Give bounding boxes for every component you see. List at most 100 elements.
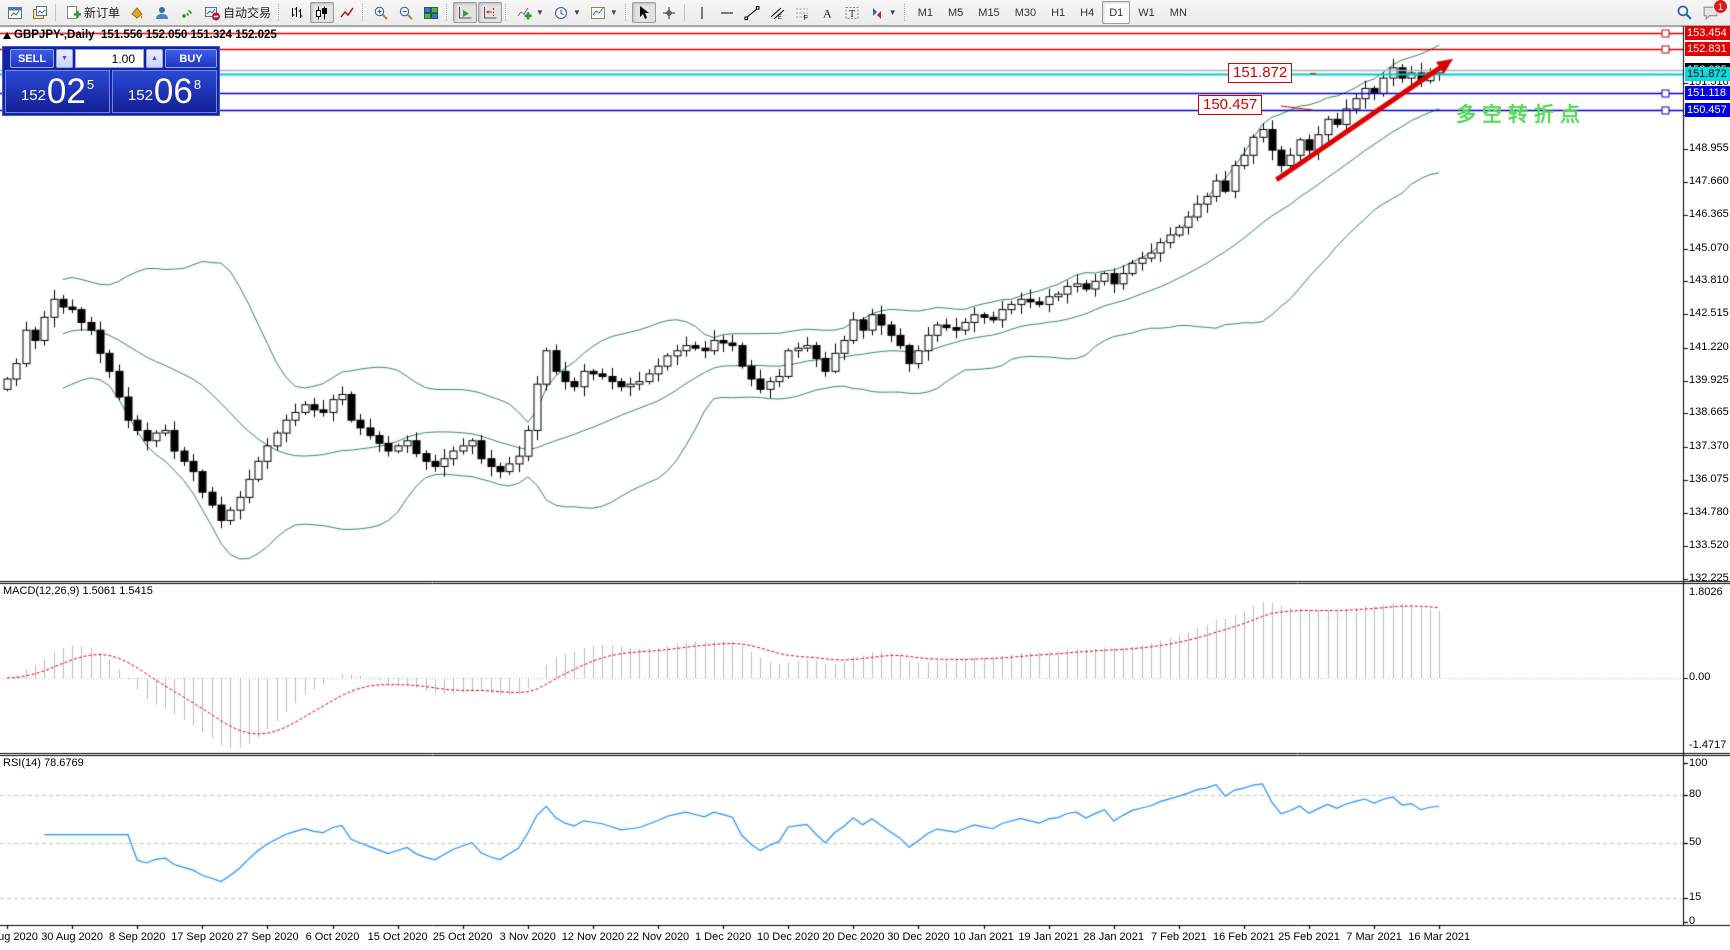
tile-windows-button[interactable]	[419, 2, 443, 23]
text-icon: A	[823, 6, 832, 20]
date-label: 25 Oct 2020	[432, 931, 493, 943]
indicators-button[interactable]: ▼	[512, 2, 548, 23]
expert-advisors-button[interactable]	[150, 2, 174, 23]
volume-down-button[interactable]: ▼	[56, 49, 73, 68]
price-badge-151.118: 151.118	[1685, 86, 1730, 101]
date-label: 15 Oct 2020	[367, 931, 428, 943]
new-chart-icon	[8, 6, 22, 19]
styler-button[interactable]	[125, 2, 149, 23]
line-chart-button[interactable]	[335, 2, 359, 23]
rsi-scale-label: 50	[1689, 835, 1702, 848]
notifications-button[interactable]: 1	[1698, 0, 1728, 23]
timeframe-button-M5[interactable]: M5	[948, 6, 964, 19]
date-label: 30 Aug 2020	[41, 931, 103, 943]
fibonacci-button[interactable]: F	[790, 2, 814, 23]
signals-button[interactable]	[175, 2, 199, 23]
sell-price-base: 152	[20, 87, 46, 104]
search-button[interactable]	[1672, 2, 1697, 23]
chart-window: GBPJPY-,Daily 151.556 152.050 151.324 15…	[0, 26, 1730, 950]
turning-point-note[interactable]: 多空转折点	[1456, 104, 1586, 126]
arrows-button[interactable]: ▼	[865, 2, 901, 23]
price-scale[interactable]: 151.510150.250148.955147.660146.365145.0…	[1684, 26, 1730, 927]
trendline-button[interactable]	[740, 2, 764, 23]
line-chart-icon	[340, 7, 354, 17]
timeframe-button-D1[interactable]: D1	[1102, 1, 1131, 24]
buy-price-button[interactable]: 152 06 8	[112, 70, 217, 113]
date-label: 30 Dec 2020	[887, 931, 950, 943]
date-label: 12 Nov 2020	[561, 931, 625, 943]
bar-chart-button[interactable]	[285, 2, 309, 23]
timeframe-button-H1[interactable]: H1	[1051, 6, 1066, 19]
periods-caret-icon: ▼	[572, 8, 581, 17]
date-label: 10 Jan 2021	[953, 931, 1014, 943]
volume-up-button[interactable]: ▲	[146, 49, 163, 68]
price-tick-label: 134.780	[1689, 506, 1729, 519]
chart-plot[interactable]	[0, 26, 1730, 950]
periods-button[interactable]: ▼	[549, 2, 585, 23]
date-label: 27 Sep 2020	[236, 931, 299, 943]
timeframe-button-M30[interactable]: M30	[1014, 6, 1037, 19]
collapse-chart-icon[interactable]	[3, 32, 11, 39]
rsi-scale-label: 0	[1689, 915, 1696, 927]
date-label: 7 Mar 2021	[1346, 931, 1402, 943]
channel-button[interactable]: E	[765, 2, 789, 23]
macd-scale-label: 0.00	[1689, 671, 1711, 683]
support-price-callout[interactable]: 150.457	[1198, 95, 1263, 115]
timeframe-button-M15[interactable]: M15	[978, 6, 1000, 19]
autotrading-button[interactable]: 自动交易	[200, 2, 275, 23]
zoom-in-button[interactable]	[369, 2, 393, 23]
main-toolbar: 新订单 自动交易	[0, 0, 1730, 26]
timeframe-button-M1[interactable]: M1	[917, 6, 933, 19]
price-tick-label: 132.225	[1689, 572, 1729, 584]
candlestick-chart-button[interactable]	[310, 2, 335, 23]
date-label: 16 Mar 2021	[1408, 931, 1471, 943]
profiles-icon	[33, 5, 47, 19]
price-tick-label: 145.070	[1689, 241, 1729, 254]
new-order-label: 新订单	[84, 6, 121, 20]
new-order-button[interactable]: 新订单	[61, 2, 124, 23]
search-icon	[1677, 5, 1692, 20]
volume-input[interactable]: 1.00	[75, 49, 144, 68]
price-badge-150.457: 150.457	[1685, 103, 1730, 118]
timeframe-group: M1 M5 M15 M30 H1 H4 D1 W1 MN	[911, 1, 1194, 24]
arrows-caret-icon: ▼	[888, 8, 897, 17]
timeframe-button-W1[interactable]: W1	[1138, 6, 1155, 19]
price-tick-label: 139.925	[1689, 373, 1729, 386]
profiles-button[interactable]	[28, 2, 52, 23]
resistance-price-callout[interactable]: 151.872	[1228, 63, 1293, 83]
price-tick-label: 137.370	[1689, 439, 1729, 452]
vertical-line-icon	[701, 6, 703, 19]
autotrading-label: 自动交易	[223, 6, 272, 20]
tile-windows-icon	[424, 6, 439, 19]
chart-shift-button[interactable]	[478, 2, 503, 23]
cursor-button[interactable]	[631, 2, 656, 23]
buy-button[interactable]: BUY	[165, 49, 217, 68]
new-chart-button[interactable]	[3, 2, 27, 23]
sell-price-main: 02	[46, 72, 86, 111]
vertical-line-button[interactable]	[690, 2, 714, 23]
buy-price-base: 152	[127, 87, 153, 104]
auto-scroll-icon	[459, 6, 472, 18]
indicators-caret-icon: ▼	[536, 8, 544, 17]
templates-button[interactable]: ▼	[586, 2, 622, 23]
crosshair-button[interactable]	[657, 2, 681, 23]
zoom-out-button[interactable]	[394, 2, 418, 23]
macd-name: MACD(12,26,9)	[3, 585, 80, 597]
text-button[interactable]: A	[815, 2, 839, 23]
price-tick-label: 133.520	[1689, 538, 1729, 551]
sell-price-button[interactable]: 152 02 5	[5, 70, 110, 113]
svg-text:A: A	[823, 6, 832, 20]
price-tick-label: 143.810	[1689, 274, 1729, 287]
horizontal-line-button[interactable]	[715, 2, 739, 23]
auto-scroll-button[interactable]	[453, 2, 478, 23]
date-label: 7 Feb 2021	[1150, 931, 1207, 943]
sell-button[interactable]: SELL	[10, 49, 54, 68]
date-label: 8 Sep 2020	[109, 931, 166, 943]
timeframe-button-MN[interactable]: MN	[1169, 6, 1187, 19]
zoom-out-icon	[399, 6, 413, 20]
rsi-scale-label: 100	[1689, 757, 1708, 769]
text-label-button[interactable]: T	[840, 2, 864, 23]
timeframe-button-H4[interactable]: H4	[1080, 6, 1095, 19]
horizontal-line-icon	[720, 12, 733, 13]
